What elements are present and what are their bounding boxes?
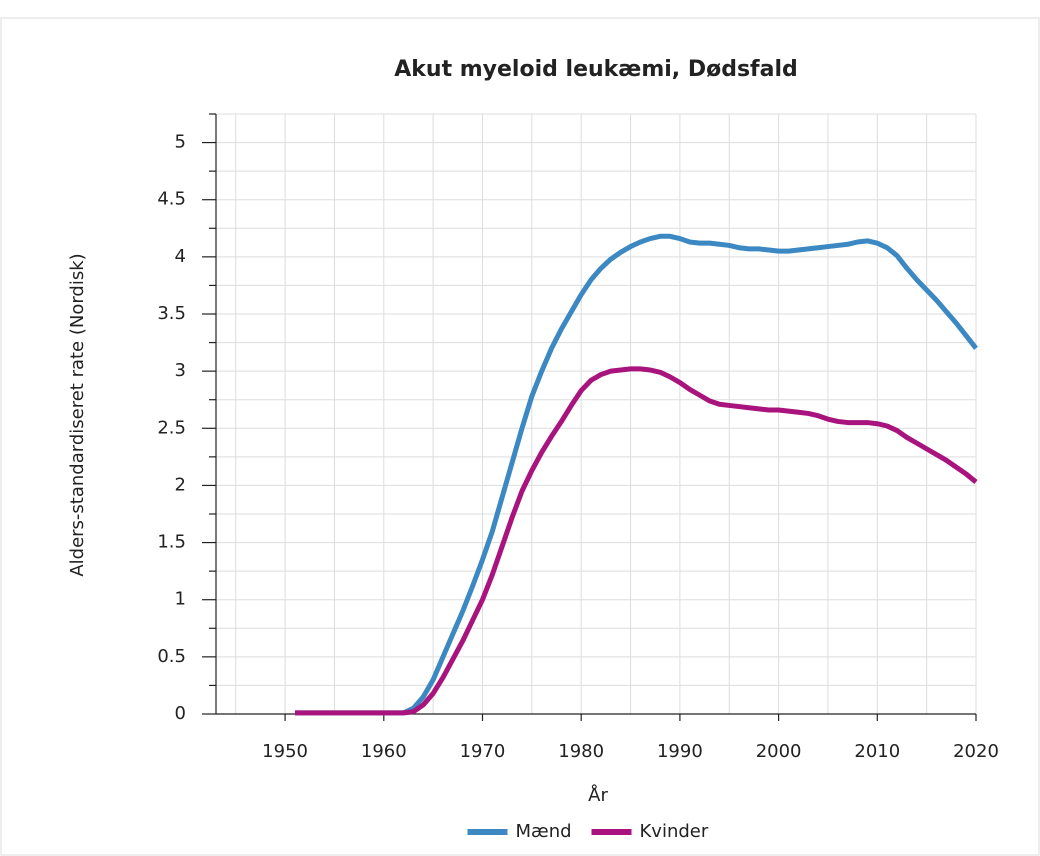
y-tick-label: 2.5	[157, 417, 186, 438]
y-tick-label: 0	[175, 703, 186, 724]
legend-label: Mænd	[516, 821, 572, 842]
x-tick-label: 1970	[460, 741, 506, 762]
chart-title: Akut myeloid leukæmi, Dødsfald	[394, 57, 798, 82]
x-tick-label: 2020	[953, 741, 999, 762]
x-tick-label: 1960	[361, 741, 407, 762]
y-tick-label: 2	[175, 474, 186, 495]
y-tick-label: 1	[175, 589, 186, 610]
legend-label: Kvinder	[640, 821, 709, 842]
x-tick-label: 1950	[262, 741, 308, 762]
line-series	[294, 366, 978, 716]
y-tick-label: 4.5	[157, 189, 186, 210]
y-axis-label: Alders-standardiseret rate (Nordisk)	[67, 253, 88, 576]
y-tick-label: 4	[175, 246, 186, 267]
y-tick-label: 3.5	[157, 303, 186, 324]
x-tick-label: 1990	[657, 741, 703, 762]
y-tick-label: 1.5	[157, 532, 186, 553]
x-tick-label: 1980	[558, 741, 604, 762]
x-tick-label: 2000	[756, 741, 802, 762]
y-tick-label: 3	[175, 360, 186, 381]
y-tick-label: 5	[175, 132, 186, 153]
y-tick-label: 0.5	[157, 646, 186, 667]
x-axis-label: År	[588, 784, 608, 806]
x-tick-label: 2010	[854, 741, 900, 762]
